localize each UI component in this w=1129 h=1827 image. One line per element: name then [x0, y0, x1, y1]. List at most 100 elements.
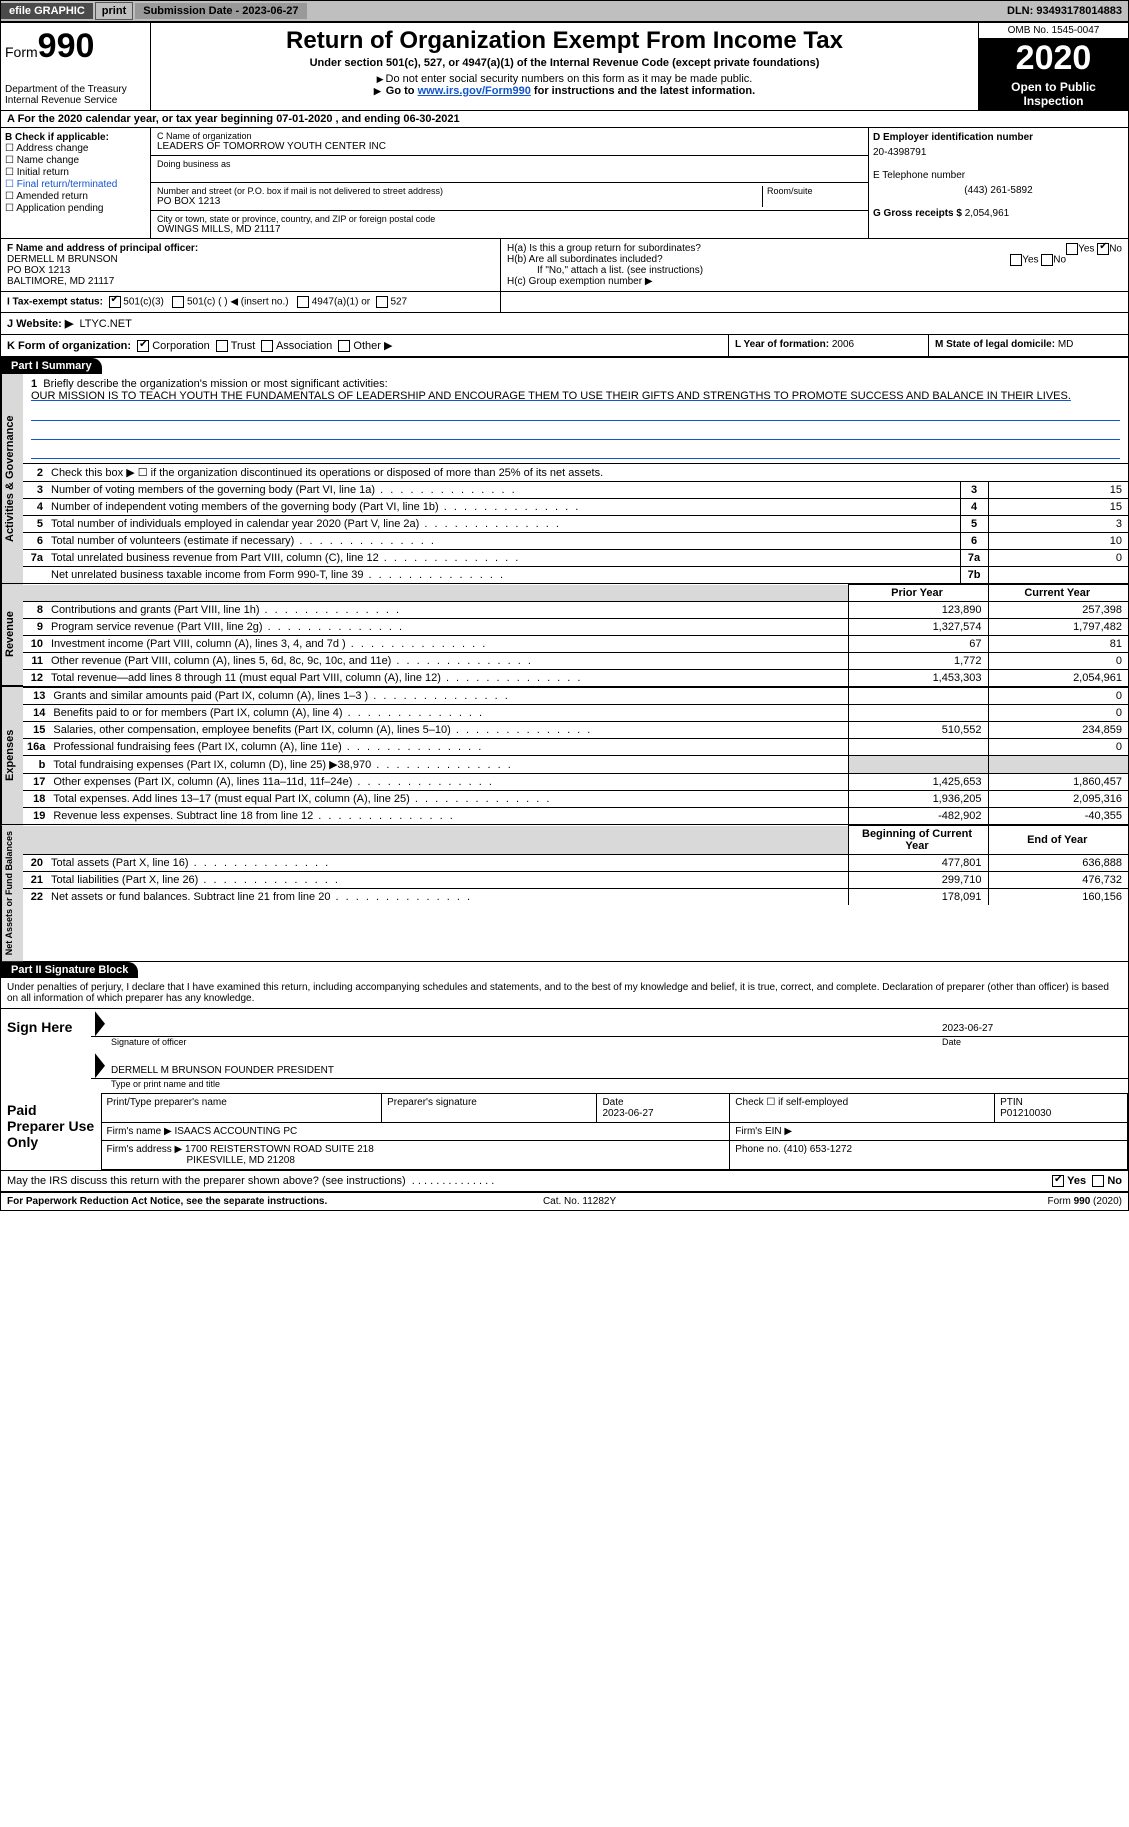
org-name-label: C Name of organization [157, 131, 862, 141]
ck-name-change[interactable]: ☐ Name change [5, 155, 146, 166]
net-table: Beginning of Current YearEnd of Year 20T… [23, 825, 1128, 905]
h-c-spacer [501, 292, 1128, 312]
sig-arrow-icon [95, 1011, 105, 1036]
tax-year: 2020 [979, 39, 1128, 78]
ein-label: D Employer identification number [873, 132, 1033, 143]
firm-ein: Firm's EIN ▶ [730, 1123, 1128, 1141]
ck-4947[interactable] [297, 296, 309, 308]
f-h-row: F Name and address of principal officer:… [1, 239, 1128, 292]
k-row: K Form of organization: Corporation Trus… [1, 335, 1128, 358]
ck-501c[interactable] [172, 296, 184, 308]
foot-center: Cat. No. 11282Y [543, 1196, 616, 1207]
prep-date: Date2023-06-27 [597, 1094, 730, 1123]
l1-label: Briefly describe the organization's miss… [43, 378, 387, 390]
may-no[interactable] [1092, 1175, 1104, 1187]
ck-other[interactable] [338, 340, 350, 352]
beg-year-hdr: Beginning of Current Year [848, 826, 988, 855]
dba-row: Doing business as [151, 156, 868, 183]
h-a: H(a) Is this a group return for subordin… [507, 243, 1122, 254]
firm-addr: Firm's address ▶ 1700 REISTERSTOWN ROAD … [101, 1141, 730, 1170]
mission-text: OUR MISSION IS TO TEACH YOUTH THE FUNDAM… [31, 390, 1071, 402]
ck-final-return[interactable]: ☐ Final return/terminated [5, 179, 146, 190]
row-a-tax-year: A For the 2020 calendar year, or tax yea… [1, 111, 1128, 128]
date-label: Date [942, 1037, 1122, 1047]
header-center: Return of Organization Exempt From Incom… [151, 23, 978, 110]
part-1-header: Part I Summary [1, 358, 102, 374]
irs-link[interactable]: www.irs.gov/Form990 [418, 85, 531, 97]
org-name: LEADERS OF TOMORROW YOUTH CENTER INC [157, 141, 862, 152]
foot-left: For Paperwork Reduction Act Notice, see … [7, 1196, 327, 1207]
ck-501c3[interactable] [109, 296, 121, 308]
ck-app-pending[interactable]: ☐ Application pending [5, 203, 146, 214]
org-name-row: C Name of organization LEADERS OF TOMORR… [151, 128, 868, 156]
ck-initial-return[interactable]: ☐ Initial return [5, 167, 146, 178]
b-label: B Check if applicable: [5, 132, 109, 143]
omb-number: OMB No. 1545-0047 [979, 23, 1128, 39]
tab-expenses: Expenses [1, 687, 23, 824]
col-d-e-g: D Employer identification number 20-4398… [868, 128, 1128, 238]
city-label: City or town, state or province, country… [157, 214, 862, 224]
ck-amended[interactable]: ☐ Amended return [5, 191, 146, 202]
col-c: C Name of organization LEADERS OF TOMORR… [151, 128, 868, 238]
officer-addr2: BALTIMORE, MD 21117 [7, 276, 114, 287]
open-to-public: Open to Public Inspection [979, 78, 1128, 110]
prep-ptin: PTINP01210030 [995, 1094, 1128, 1123]
prep-check-self[interactable]: Check ☐ if self-employed [730, 1094, 995, 1123]
may-yes[interactable] [1052, 1175, 1064, 1187]
tab-netassets: Net Assets or Fund Balances [1, 825, 23, 961]
end-year-hdr: End of Year [988, 826, 1128, 855]
paid-prep-label: Paid Preparer Use Only [1, 1094, 101, 1170]
gross-value: 2,054,961 [965, 208, 1010, 219]
h-note: If "No," attach a list. (see instruction… [507, 265, 1122, 276]
hb-yes[interactable] [1010, 254, 1022, 266]
type-label: Type or print name and title [91, 1079, 1128, 1093]
col-b: B Check if applicable: ☐ Address change … [1, 128, 151, 238]
officer-print-name: DERMELL M BRUNSON FOUNDER PRESIDENT [111, 1065, 334, 1076]
firm-name: Firm's name ▶ ISAACS ACCOUNTING PC [101, 1123, 730, 1141]
ck-assoc[interactable] [261, 340, 273, 352]
city-row: City or town, state or province, country… [151, 211, 868, 238]
header-left: Form990 Department of the Treasury Inter… [1, 23, 151, 110]
tab-revenue: Revenue [1, 584, 23, 686]
j-website: J Website: ▶ LTYC.NET [1, 313, 1128, 335]
ck-address-change[interactable]: ☐ Address change [5, 143, 146, 154]
footer: For Paperwork Reduction Act Notice, see … [1, 1193, 1128, 1210]
hb-no[interactable] [1041, 254, 1053, 266]
dln: DLN: 93493178014883 [1007, 5, 1128, 17]
sign-here-block: Sign Here 2023-06-27 Signature of office… [1, 1009, 1128, 1093]
may-discuss: May the IRS discuss this return with the… [1, 1170, 1128, 1193]
m-domicile: M State of legal domicile: MD [928, 335, 1128, 356]
part1-body: Activities & Governance 1 Briefly descri… [1, 374, 1128, 583]
form-subtitle-2: Do not enter social security numbers on … [159, 73, 970, 85]
gross-row: G Gross receipts $ 2,054,961 [873, 208, 1124, 219]
foot-right: Form 990 (2020) [1047, 1196, 1121, 1207]
sig-arrow-icon-2 [95, 1053, 105, 1078]
i-row: I Tax-exempt status: 501(c)(3) 501(c) ( … [1, 292, 1128, 313]
ck-corp[interactable] [137, 340, 149, 352]
ha-yes[interactable] [1066, 243, 1078, 255]
l2: Check this box ▶ ☐ if the organization d… [47, 464, 1128, 482]
preparer-table: Paid Preparer Use Only Print/Type prepar… [1, 1093, 1128, 1170]
form-subtitle-1: Under section 501(c), 527, or 4947(a)(1)… [159, 57, 970, 69]
submission-date: Submission Date - 2023-06-27 [135, 3, 306, 19]
f-officer: F Name and address of principal officer:… [1, 239, 501, 291]
exp-table: 13Grants and similar amounts paid (Part … [23, 687, 1128, 824]
address-row: Number and street (or P.O. box if mail i… [151, 183, 868, 211]
print-button[interactable]: print [95, 2, 133, 20]
ha-no[interactable] [1097, 243, 1109, 255]
tel-label: E Telephone number [873, 170, 1124, 181]
ck-trust[interactable] [216, 340, 228, 352]
tel-value: (443) 261-5892 [873, 185, 1124, 196]
ck-527[interactable] [376, 296, 388, 308]
form-container: Form990 Department of the Treasury Inter… [0, 22, 1129, 1211]
room-suite: Room/suite [762, 186, 862, 207]
city-value: OWINGS MILLS, MD 21117 [157, 224, 862, 235]
sig-name-line: DERMELL M BRUNSON FOUNDER PRESIDENT [91, 1051, 1128, 1079]
tax-exempt-status: I Tax-exempt status: 501(c)(3) 501(c) ( … [1, 292, 501, 312]
current-year-hdr: Current Year [988, 585, 1128, 602]
penalty-text: Under penalties of perjury, I declare th… [1, 978, 1128, 1009]
prep-name-hdr: Print/Type preparer's name [101, 1094, 382, 1123]
officer-addr1: PO BOX 1213 [7, 265, 70, 276]
k-form-org: K Form of organization: Corporation Trus… [1, 335, 728, 356]
f-label: F Name and address of principal officer: [7, 243, 198, 254]
